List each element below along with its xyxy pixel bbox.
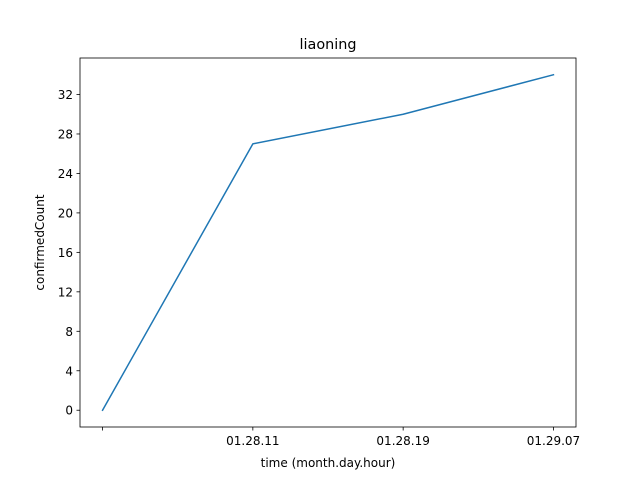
y-tick-label: 0 [65,404,73,418]
y-axis-label: confirmedCount [33,194,47,290]
y-tick-label: 4 [65,364,73,378]
y-tick-label: 8 [65,325,73,339]
x-tick-label: 01.29.07 [527,434,580,448]
y-tick-label: 32 [58,88,73,102]
y-tick-label: 20 [58,206,73,220]
y-axis: 0 4 8 12 16 20 24 28 32 [58,88,80,418]
chart-title: liaoning [300,37,357,53]
y-tick-label: 12 [58,285,73,299]
plot-area-frame [79,57,577,428]
x-tick-label: 01.28.11 [226,434,279,448]
x-tick-label: 01.28.19 [376,434,429,448]
x-axis-label: time (month.day.hour) [261,456,396,470]
y-tick-label: 28 [58,127,73,141]
y-tick-label: 24 [58,167,73,181]
x-axis: 01.28.11 01.28.19 01.29.07 [102,427,580,448]
series-line [101,73,555,412]
y-tick-label: 16 [58,246,73,260]
